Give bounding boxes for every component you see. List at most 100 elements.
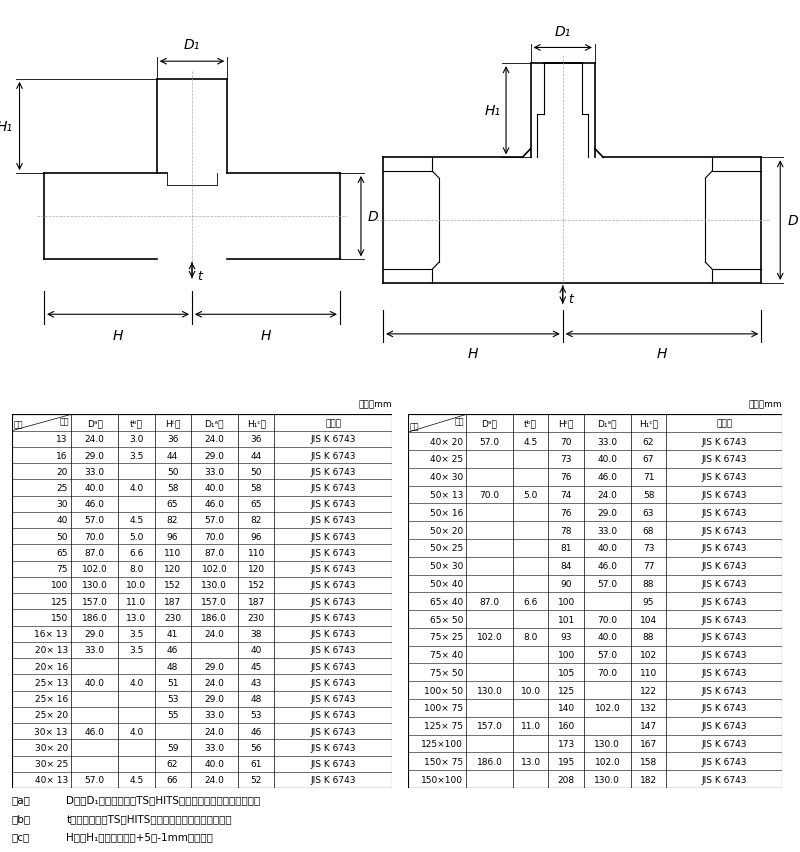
Text: H: H: [657, 346, 667, 360]
Text: 75: 75: [56, 565, 68, 573]
Text: JIS K 6743: JIS K 6743: [702, 473, 747, 481]
Text: JIS K 6743: JIS K 6743: [310, 451, 356, 460]
Text: 4.0: 4.0: [130, 727, 143, 736]
Text: 73: 73: [561, 455, 572, 463]
Text: 62: 62: [643, 437, 654, 446]
Text: 3.5: 3.5: [130, 646, 144, 654]
Text: D: D: [368, 210, 378, 224]
Text: 29.0: 29.0: [204, 694, 224, 704]
Text: JIS K 6743: JIS K 6743: [702, 508, 747, 517]
Text: 158: 158: [640, 757, 657, 766]
Text: JIS K 6743: JIS K 6743: [702, 437, 747, 446]
Text: 59: 59: [166, 743, 178, 752]
Text: 4.5: 4.5: [130, 775, 143, 785]
Text: 66: 66: [166, 775, 178, 785]
Text: 41: 41: [167, 630, 178, 638]
Text: JIS K 6743: JIS K 6743: [310, 678, 356, 687]
Text: 95: 95: [643, 597, 654, 606]
Text: Hᶜ）: Hᶜ）: [165, 418, 180, 428]
Text: 8.0: 8.0: [130, 565, 144, 573]
Text: 140: 140: [558, 704, 574, 712]
Text: 93: 93: [561, 632, 572, 642]
Text: JIS K 6743: JIS K 6743: [310, 743, 356, 752]
Text: 147: 147: [640, 722, 657, 730]
Text: 4.5: 4.5: [130, 516, 143, 525]
Text: 100: 100: [558, 597, 575, 606]
Text: 186.0: 186.0: [477, 757, 502, 766]
Text: 6.6: 6.6: [130, 549, 144, 557]
Text: 53: 53: [250, 711, 262, 720]
Text: JIS K 6743: JIS K 6743: [310, 516, 356, 525]
Text: H₁: H₁: [484, 104, 500, 118]
Text: JIS K 6743: JIS K 6743: [702, 561, 747, 571]
Text: 25× 20: 25× 20: [34, 711, 68, 720]
Text: 57.0: 57.0: [204, 516, 225, 525]
Text: 40× 30: 40× 30: [430, 473, 463, 481]
Text: 13: 13: [56, 435, 68, 444]
Text: 84: 84: [561, 561, 572, 571]
Text: JIS K 6743: JIS K 6743: [310, 483, 356, 492]
Text: 注b）: 注b）: [12, 813, 31, 823]
Text: JIS K 6743: JIS K 6743: [310, 467, 356, 476]
Text: 100× 75: 100× 75: [424, 704, 463, 712]
Text: H₁ᶜ）: H₁ᶜ）: [246, 418, 266, 428]
Text: 105: 105: [558, 668, 575, 677]
Text: 195: 195: [558, 757, 575, 766]
Text: 40.0: 40.0: [85, 678, 105, 687]
Text: 25: 25: [57, 483, 68, 492]
Text: 24.0: 24.0: [205, 435, 224, 444]
Text: 57.0: 57.0: [598, 579, 618, 588]
Text: 24.0: 24.0: [85, 435, 105, 444]
Text: 88: 88: [643, 632, 654, 642]
Text: 呼径: 呼径: [14, 420, 23, 429]
Text: JIS K 6743: JIS K 6743: [702, 668, 747, 677]
Text: tᵇ）: tᵇ）: [524, 419, 537, 429]
Text: JIS K 6743: JIS K 6743: [702, 757, 747, 766]
Text: 110: 110: [164, 549, 181, 557]
Text: 単位：mm: 単位：mm: [358, 400, 392, 409]
Text: H₁ᶜ）: H₁ᶜ）: [639, 419, 658, 429]
Text: 125×100: 125×100: [421, 740, 463, 748]
Text: D₁: D₁: [554, 25, 571, 38]
Text: 16: 16: [56, 451, 68, 460]
Text: JIS K 6743: JIS K 6743: [310, 694, 356, 704]
Text: 120: 120: [247, 565, 265, 573]
Text: 182: 182: [640, 774, 657, 784]
Text: 29.0: 29.0: [204, 451, 224, 460]
Text: 29.0: 29.0: [204, 662, 224, 671]
Text: H: H: [113, 329, 123, 343]
Text: 56: 56: [250, 743, 262, 752]
Text: 67: 67: [643, 455, 654, 463]
Text: 24.0: 24.0: [205, 775, 224, 785]
Text: JIS K 6743: JIS K 6743: [702, 740, 747, 748]
Text: JIS K 6743: JIS K 6743: [310, 727, 356, 736]
Text: 125× 75: 125× 75: [424, 722, 463, 730]
Text: 53: 53: [166, 694, 178, 704]
Text: 注c）: 注c）: [12, 832, 30, 842]
Text: 130.0: 130.0: [594, 740, 620, 748]
Text: 24.0: 24.0: [205, 678, 224, 687]
Text: 38: 38: [250, 630, 262, 638]
Text: 96: 96: [250, 532, 262, 541]
Text: 102.0: 102.0: [82, 565, 107, 573]
Text: 70.0: 70.0: [479, 491, 499, 499]
Text: 24.0: 24.0: [205, 630, 224, 638]
Text: 152: 152: [247, 581, 265, 590]
Text: 102: 102: [640, 650, 657, 659]
Text: 43: 43: [250, 678, 262, 687]
Text: H: H: [468, 346, 478, 360]
Text: 61: 61: [250, 759, 262, 769]
Text: 122: 122: [640, 686, 657, 695]
Text: 75× 40: 75× 40: [430, 650, 463, 659]
Text: 50: 50: [166, 467, 178, 476]
Text: 130.0: 130.0: [202, 581, 227, 590]
Text: 40: 40: [250, 646, 262, 654]
Text: JIS K 6743: JIS K 6743: [702, 650, 747, 659]
Text: 50× 20: 50× 20: [430, 526, 463, 535]
Text: 130.0: 130.0: [477, 686, 502, 695]
Text: 5.0: 5.0: [523, 491, 538, 499]
Text: 33.0: 33.0: [204, 743, 225, 752]
Text: 187: 187: [247, 597, 265, 606]
Text: 157.0: 157.0: [202, 597, 227, 606]
Text: Dᵃ）: Dᵃ）: [482, 419, 498, 429]
